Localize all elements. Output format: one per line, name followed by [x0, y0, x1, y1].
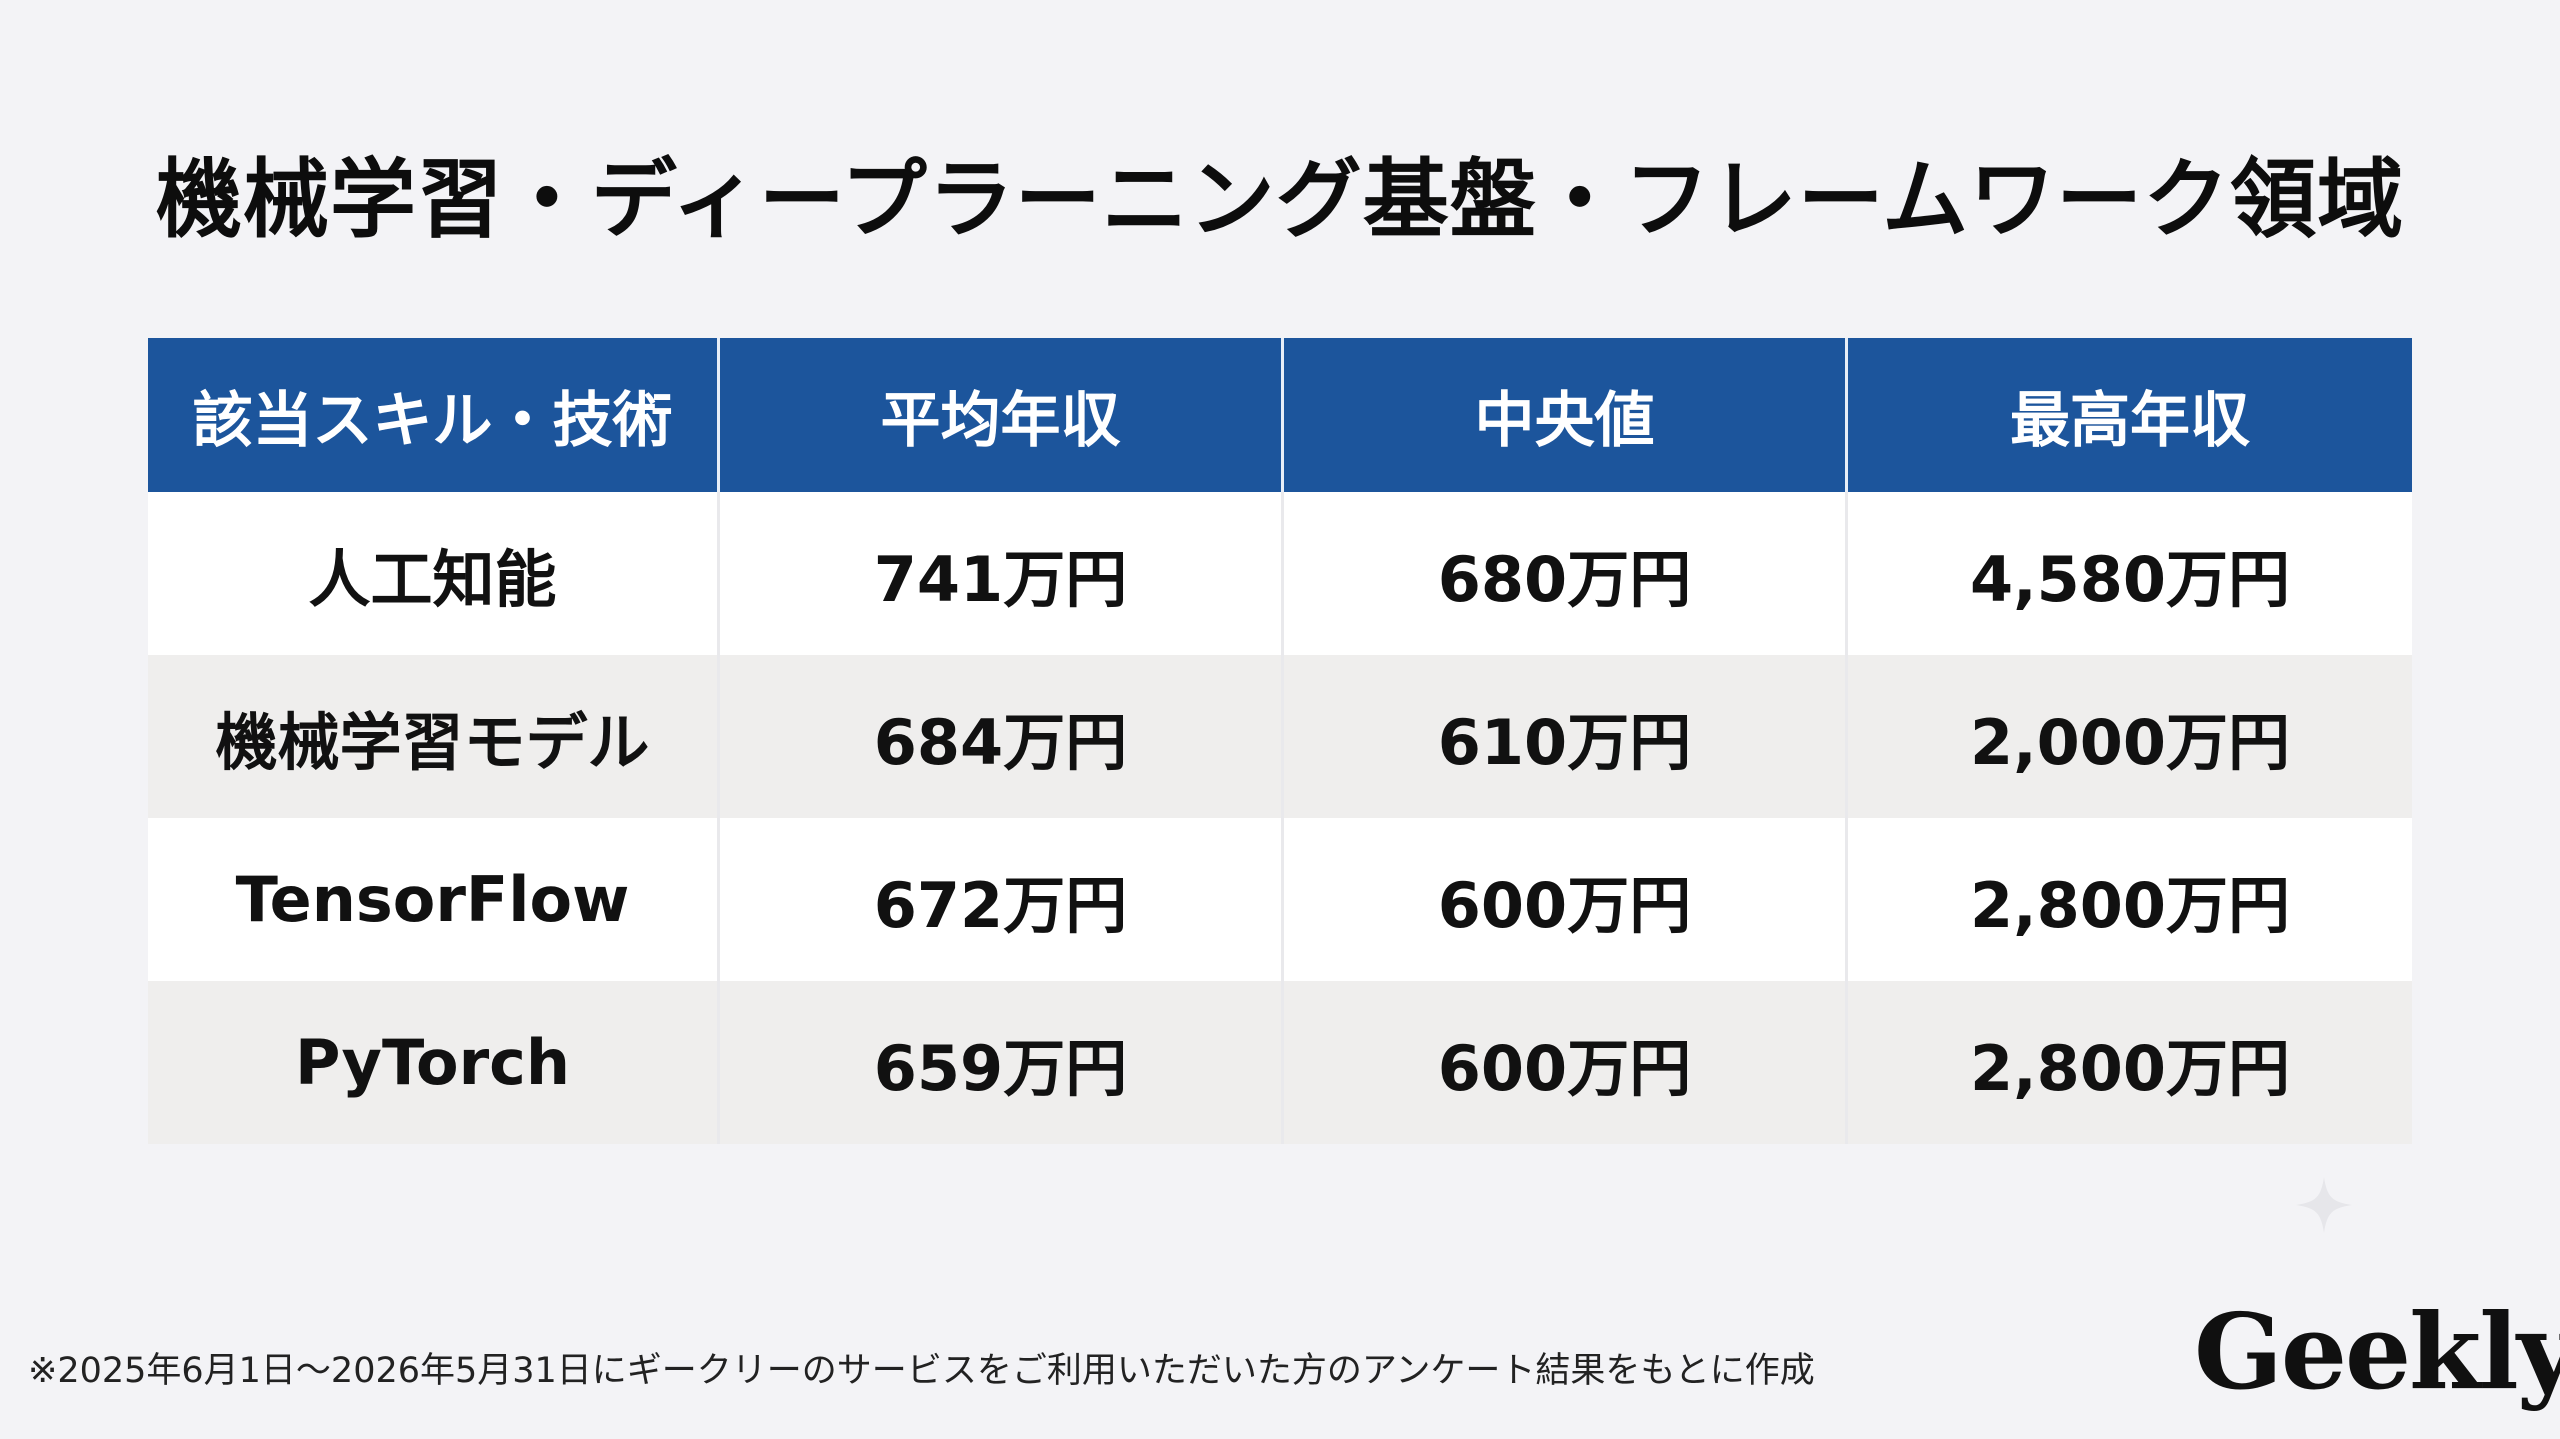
table-row: PyTorch 659万円 600万円 2,800万円 — [148, 981, 2412, 1144]
cell-skill: 人工知能 — [148, 492, 720, 655]
cell-skill: 機械学習モデル — [148, 655, 720, 818]
cell-average: 659万円 — [720, 981, 1284, 1144]
table-row: TensorFlow 672万円 600万円 2,800万円 — [148, 818, 2412, 981]
cell-average: 672万円 — [720, 818, 1284, 981]
cell-skill: PyTorch — [148, 981, 720, 1144]
cell-average: 684万円 — [720, 655, 1284, 818]
table-row: 人工知能 741万円 680万円 4,580万円 — [148, 492, 2412, 655]
brand-logo: Geekly — [2194, 1290, 2560, 1413]
cell-median: 680万円 — [1284, 492, 1848, 655]
cell-median: 600万円 — [1284, 818, 1848, 981]
sparkle-icon — [2296, 1177, 2352, 1233]
table-row: 機械学習モデル 684万円 610万円 2,000万円 — [148, 655, 2412, 818]
cell-median: 610万円 — [1284, 655, 1848, 818]
cell-max: 2,000万円 — [1969, 705, 2291, 779]
table-header-row: 該当スキル・技術 平均年収 中央値 最高年収 — [148, 338, 2412, 492]
cell-max: 2,800万円 — [1969, 1031, 2291, 1105]
header-skill: 該当スキル・技術 — [148, 338, 720, 492]
salary-table: 該当スキル・技術 平均年収 中央値 最高年収 人工知能 741万円 680万円 … — [148, 338, 2412, 1144]
header-max-salary: 最高年収 — [2010, 385, 2250, 456]
cell-median: 600万円 — [1284, 981, 1848, 1144]
page-title: 機械学習・ディープラーニング基盤・フレームワーク領域 — [155, 150, 2405, 250]
cell-skill: TensorFlow — [148, 818, 720, 981]
header-median: 中央値 — [1284, 338, 1848, 492]
footnote: ※2025年6月1日〜2026年5月31日にギークリーのサービスをご利用いただい… — [28, 1351, 1815, 1391]
cell-max: 2,800万円 — [1969, 868, 2291, 942]
cell-max: 4,580万円 — [1969, 542, 2291, 616]
cell-average: 741万円 — [720, 492, 1284, 655]
header-average-salary: 平均年収 — [720, 338, 1284, 492]
